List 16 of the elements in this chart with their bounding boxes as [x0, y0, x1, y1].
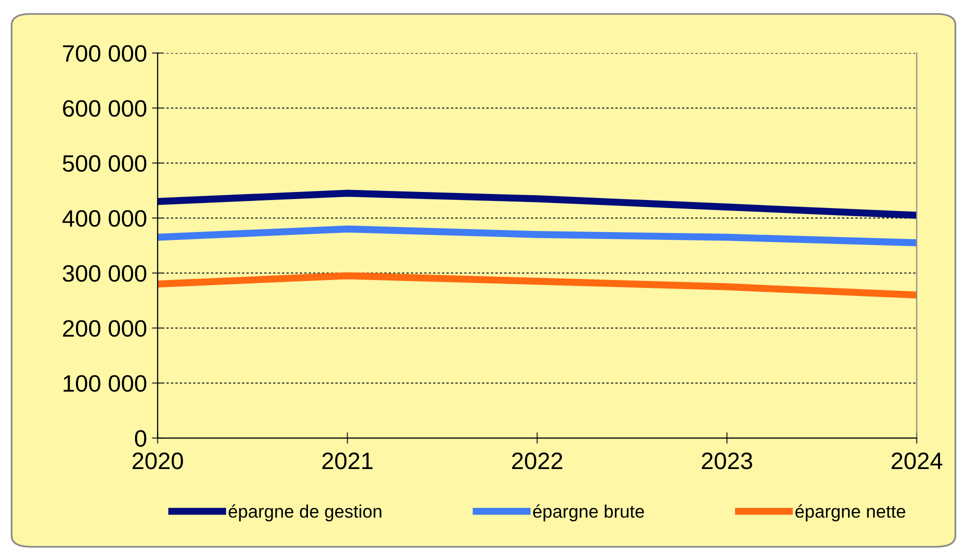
- y-tick-label: 700 000: [63, 45, 146, 62]
- y-tick-label: 600 000: [63, 100, 146, 117]
- x-tick-label: 2024: [892, 452, 942, 470]
- y-tick-label: 300 000: [62, 265, 146, 282]
- legend-label: épargne brute: [533, 504, 644, 522]
- x-tick-label: 2022: [512, 452, 562, 470]
- y-tick-label: 500 000: [62, 155, 146, 172]
- x-tick-label: 2021: [322, 452, 373, 470]
- y-tick-label: 0: [134, 430, 146, 447]
- y-tick-label: 100 000: [64, 375, 146, 392]
- legend-label: épargne nette: [795, 504, 906, 522]
- y-tick-label: 400 000: [62, 210, 146, 227]
- x-tick-label: 2020: [132, 452, 183, 470]
- x-tick-label: 2023: [702, 452, 752, 470]
- legend-label: épargne de gestion: [228, 504, 382, 522]
- y-tick-label: 200 000: [63, 320, 146, 337]
